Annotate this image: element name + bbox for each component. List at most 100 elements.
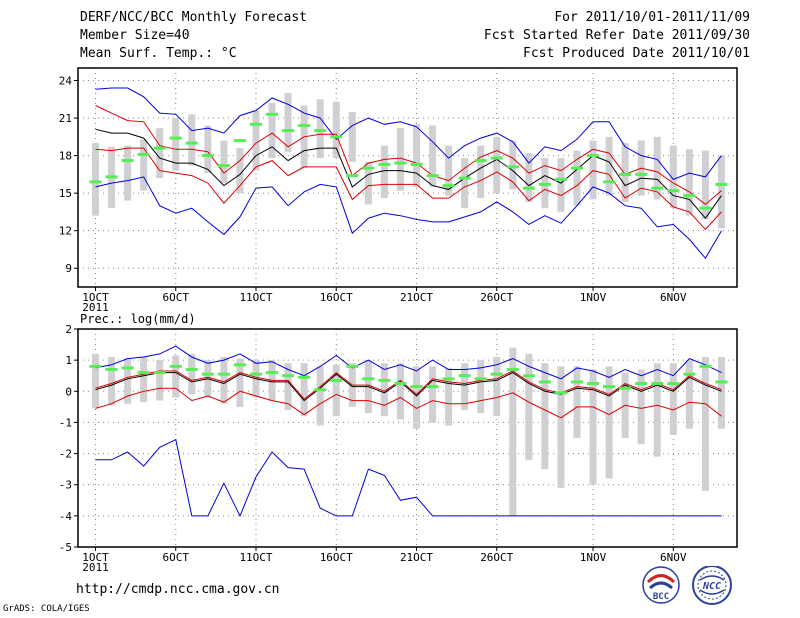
prec-mean-26 xyxy=(490,372,503,376)
temp-box-7 xyxy=(188,114,196,166)
temp-mean-5 xyxy=(153,146,166,150)
prec-mean-37 xyxy=(667,382,680,385)
prec-mean-4 xyxy=(137,371,150,375)
prec-mean-38 xyxy=(683,372,696,376)
prec-box-37 xyxy=(669,363,677,435)
temp-mean-33 xyxy=(603,180,616,184)
prec-mean-9 xyxy=(217,372,230,376)
bcc-logo: BCC xyxy=(642,566,680,604)
source-url[interactable]: http://cmdp.ncc.cma.gov.cn xyxy=(76,582,280,597)
temp-mean-8 xyxy=(201,154,214,158)
bcc-logo-ring xyxy=(642,566,680,604)
temp-mean-39 xyxy=(699,206,712,210)
figure-title: DERF/NCC/BCC Monthly Forecast xyxy=(80,10,307,25)
prec-ytick-label--5: -5 xyxy=(59,541,72,554)
prec-box-29 xyxy=(541,363,549,470)
prec-box-7 xyxy=(188,353,196,395)
prec-ytick-label--3: -3 xyxy=(59,479,72,492)
temp-ytick-label-9: 9 xyxy=(65,262,72,275)
temp-mean-16 xyxy=(330,135,343,139)
temp-ytick-label-21: 21 xyxy=(59,112,72,125)
temp-mean-25 xyxy=(474,159,487,163)
prec-box-27 xyxy=(509,347,517,516)
prec-box-14 xyxy=(300,363,308,417)
prec-mean-18 xyxy=(362,377,375,381)
temp-mean-3 xyxy=(121,159,134,163)
temp-mean-17 xyxy=(346,174,359,178)
temp-ytick-label-24: 24 xyxy=(59,75,73,88)
prec-mean-6 xyxy=(169,364,182,368)
prec-box-4 xyxy=(140,357,148,403)
prec-mean-5 xyxy=(153,371,166,375)
temp-box-6 xyxy=(172,118,180,171)
temp-line-ensemble-max xyxy=(95,87,722,180)
ncc-logo: NCC xyxy=(692,566,732,605)
temp-xtick-label-21: 21OCT xyxy=(400,291,433,304)
temp-xtick-label-11: 11OCT xyxy=(239,291,272,304)
ncc-logo-ring xyxy=(692,566,732,605)
temp-box-34 xyxy=(621,143,629,202)
temp-box-22 xyxy=(429,125,437,187)
temp-mean-32 xyxy=(587,154,600,158)
temp-mean-15 xyxy=(314,129,327,133)
prec-box-31 xyxy=(573,366,581,438)
prec-box-23 xyxy=(445,367,453,426)
prec-mean-16 xyxy=(330,378,343,382)
temp-mean-24 xyxy=(458,176,471,180)
prec-box-3 xyxy=(124,358,132,404)
temp-xtick-label-37: 6NOV xyxy=(660,291,687,304)
temp-box-1 xyxy=(92,143,99,216)
temp-box-23 xyxy=(445,145,453,196)
temp-box-26 xyxy=(493,136,501,194)
prec-mean-34 xyxy=(619,386,632,390)
prec-panel-title: Prec.: log(mm/d) xyxy=(80,312,196,326)
prec-mean-35 xyxy=(635,382,648,385)
prec-box-32 xyxy=(589,369,597,485)
prec-box-21 xyxy=(413,366,420,429)
temp-mean-10 xyxy=(233,139,246,143)
prec-box-35 xyxy=(637,369,645,445)
temp-box-8 xyxy=(204,125,212,174)
temp-box-17 xyxy=(348,111,356,162)
temp-xtick-year-1: 2011 xyxy=(82,301,109,314)
temp-box-21 xyxy=(413,124,420,187)
prec-line-median xyxy=(95,372,722,402)
temp-mean-26 xyxy=(490,156,503,160)
prec-line-upper-spread xyxy=(95,370,722,400)
prec-xtick-label-26: 26OCT xyxy=(480,551,513,564)
temp-mean-1 xyxy=(89,180,102,184)
prec-ytick-label-0: 0 xyxy=(65,385,72,398)
prec-mean-32 xyxy=(587,382,600,385)
prec-box-6 xyxy=(172,355,180,398)
temp-mean-19 xyxy=(378,162,391,166)
prec-mean-21 xyxy=(410,385,423,389)
temp-mean-38 xyxy=(683,194,696,198)
prec-box-5 xyxy=(156,360,164,401)
temp-box-30 xyxy=(557,158,565,212)
prec-box-9 xyxy=(220,357,228,404)
variable-label: Mean Surf. Temp.: °C xyxy=(80,46,237,61)
prec-mean-39 xyxy=(699,364,712,368)
prec-ytick-label-2: 2 xyxy=(65,323,72,336)
prec-box-19 xyxy=(380,363,388,417)
temp-line-median xyxy=(95,128,722,220)
forecast-period-label: For 2011/10/01-2011/11/09 xyxy=(554,10,750,25)
temp-box-37 xyxy=(669,145,677,209)
prec-ytick-label-1: 1 xyxy=(65,354,72,367)
prec-box-2 xyxy=(108,357,116,406)
prec-mean-25 xyxy=(474,377,487,381)
temp-line-lower-spread xyxy=(95,147,722,231)
temp-box-9 xyxy=(220,140,228,184)
prec-mean-8 xyxy=(201,372,214,376)
forecast-started-label: Fcst Started Refer Date 2011/09/30 xyxy=(483,28,750,43)
prec-xtick-label-37: 6NOV xyxy=(660,551,687,564)
prec-box-33 xyxy=(605,366,613,479)
temp-mean-18 xyxy=(362,166,375,170)
prec-frame xyxy=(77,328,738,548)
prec-ytick-label--4: -4 xyxy=(59,510,73,523)
temp-mean-28 xyxy=(522,186,535,190)
prec-xtick-label-6: 6OCT xyxy=(163,551,190,564)
bcc-logo-arc-red xyxy=(646,574,676,584)
